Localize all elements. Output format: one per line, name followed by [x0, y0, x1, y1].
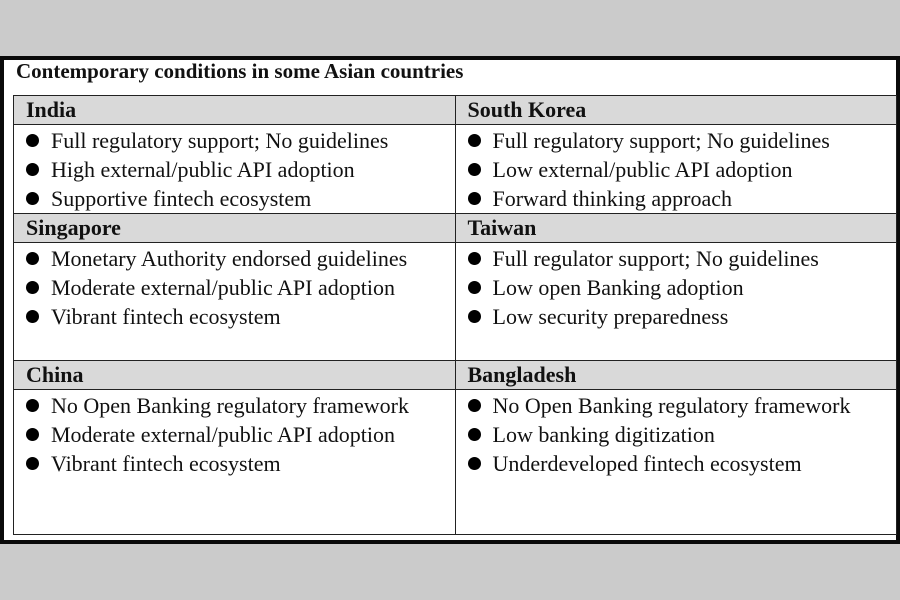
country-header: China — [13, 360, 456, 390]
bullet-icon — [467, 428, 481, 441]
bullet-icon — [26, 457, 39, 470]
bullet-text: Monetary Authority endorsed guidelines — [51, 246, 408, 271]
bullet-icon — [26, 163, 39, 176]
bullet-icon — [467, 399, 481, 412]
bullet-icon — [26, 252, 39, 265]
bullet-icon — [26, 134, 39, 147]
bullet-item: No Open Banking regulatory framework — [26, 391, 443, 420]
bullet-item: High external/public API adoption — [26, 155, 443, 184]
bullet-item: Full regulator support; No guidelines — [467, 244, 885, 273]
bullet-text: Moderate external/public API adoption — [51, 275, 395, 300]
bullet-item: Full regulatory support; No guidelines — [26, 126, 443, 155]
bullet-item: Supportive fintech ecosystem — [26, 184, 443, 213]
bullet-icon — [467, 134, 481, 147]
bullet-text: Low banking digitization — [492, 422, 715, 447]
bullet-text: Full regulator support; No guidelines — [492, 246, 819, 271]
bullet-item: Monetary Authority endorsed guidelines — [26, 244, 443, 273]
bullet-item: Forward thinking approach — [467, 184, 885, 213]
bullet-icon — [467, 457, 481, 470]
bullet-item: Low external/public API adoption — [467, 155, 885, 184]
country-header: Taiwan — [454, 213, 897, 243]
country-cell: Full regulatory support; No guidelines Hi… — [13, 124, 456, 214]
bullet-icon — [467, 163, 481, 176]
country-header: South Korea — [454, 95, 897, 125]
bullet-item: Underdeveloped fintech ecosystem — [467, 449, 885, 478]
country-header: Singapore — [13, 213, 456, 243]
table-title: Contemporary conditions in some Asian co… — [16, 59, 464, 83]
bullet-icon — [467, 252, 481, 265]
bullet-icon — [26, 399, 39, 412]
bullet-text: High external/public API adoption — [51, 157, 355, 182]
bullet-text: Low external/public API adoption — [492, 157, 793, 182]
bullet-item: Full regulatory support; No guidelines — [467, 126, 885, 155]
bullet-text: Supportive fintech ecosystem — [51, 186, 312, 211]
bullet-text: Vibrant fintech ecosystem — [51, 451, 281, 476]
bullet-icon — [467, 192, 481, 205]
bullet-item: No Open Banking regulatory framework — [467, 391, 885, 420]
bullet-item: Low open Banking adoption — [467, 273, 885, 302]
bullet-text: Moderate external/public API adoption — [51, 422, 395, 447]
bullet-item: Vibrant fintech ecosystem — [26, 302, 443, 331]
bullet-icon — [467, 281, 481, 294]
bullet-text: Forward thinking approach — [492, 186, 733, 211]
bullet-item: Moderate external/public API adoption — [26, 420, 443, 449]
bullet-text: Full regulatory support; No guidelines — [492, 128, 830, 153]
bullet-item: Low banking digitization — [467, 420, 885, 449]
bullet-text: Full regulatory support; No guidelines — [51, 128, 389, 153]
bullet-text: No Open Banking regulatory framework — [492, 393, 851, 418]
bullet-item: Moderate external/public API adoption — [26, 273, 443, 302]
bullet-icon — [26, 281, 39, 294]
country-header: India — [13, 95, 456, 125]
country-conditions-table: India South Korea Full regulatory support… — [13, 95, 897, 535]
bullet-icon — [467, 310, 481, 323]
bullet-item: Vibrant fintech ecosystem — [26, 449, 443, 478]
country-cell: Full regulator support; No guidelines Low… — [454, 242, 897, 361]
country-cell: No Open Banking regulatory framework Mode… — [13, 389, 456, 535]
country-cell: Monetary Authority endorsed guidelines Mo… — [13, 242, 456, 361]
bullet-text: No Open Banking regulatory framework — [51, 393, 410, 418]
bullet-text: Low security preparedness — [492, 304, 729, 329]
bullet-text: Underdeveloped fintech ecosystem — [492, 451, 802, 476]
bullet-item: Low security preparedness — [467, 302, 885, 331]
bullet-text: Vibrant fintech ecosystem — [51, 304, 281, 329]
country-cell: No Open Banking regulatory framework Low … — [454, 389, 897, 535]
bullet-text: Low open Banking adoption — [492, 275, 744, 300]
country-header: Bangladesh — [454, 360, 897, 390]
bullet-icon — [26, 310, 39, 323]
country-cell: Full regulatory support; No guidelines Lo… — [454, 124, 897, 214]
bullet-icon — [26, 428, 39, 441]
bullet-icon — [26, 192, 39, 205]
